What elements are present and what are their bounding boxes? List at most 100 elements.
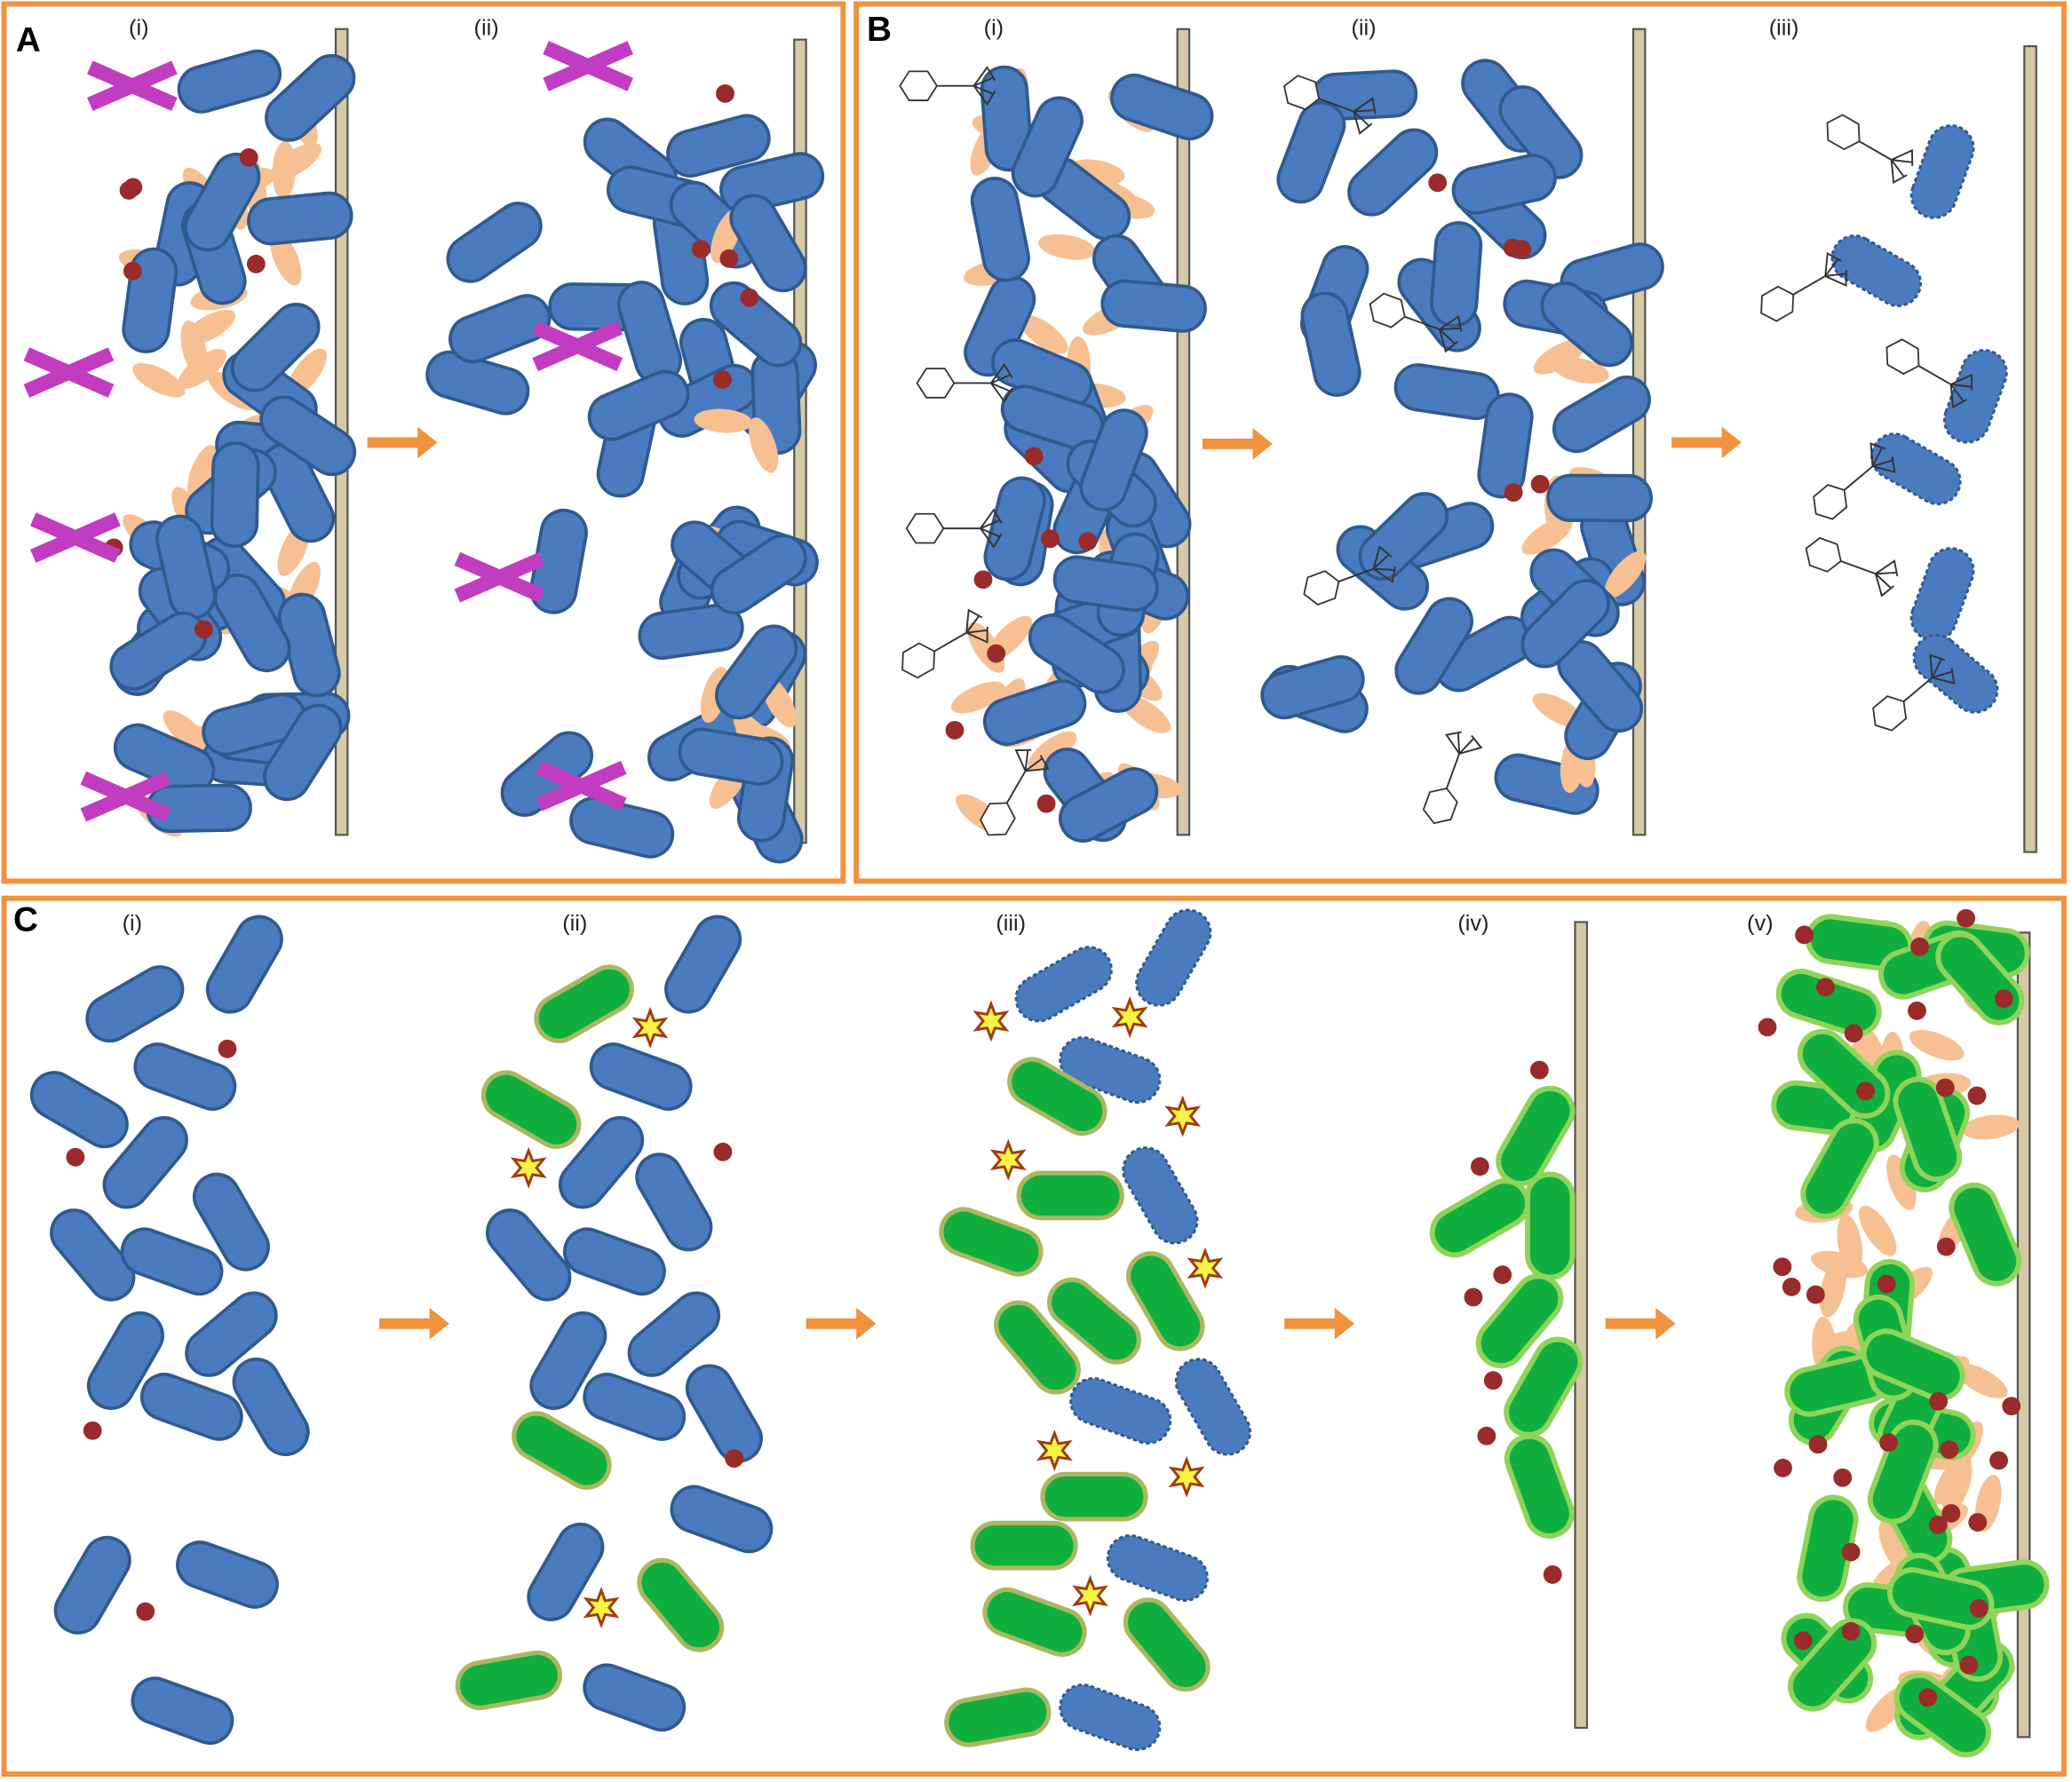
metabolite <box>1877 1274 1896 1294</box>
bacterium <box>446 202 543 283</box>
metabolite <box>1024 447 1044 466</box>
bacterium <box>1909 124 1975 219</box>
bacterium <box>480 1070 582 1149</box>
bacterium <box>1028 614 1125 694</box>
bacterium <box>635 1152 713 1252</box>
matrix <box>187 445 218 501</box>
arrow <box>1202 428 1273 460</box>
phage <box>1369 292 1463 353</box>
metabolite <box>1929 1391 1949 1411</box>
metabolite <box>1959 1655 1979 1675</box>
bacterium <box>1276 100 1346 204</box>
metabolite <box>1969 1599 1989 1618</box>
metabolite <box>1795 925 1814 945</box>
bacterium <box>1949 1182 2022 1287</box>
bacterium <box>260 442 336 543</box>
phage-tail <box>943 508 1003 549</box>
metabolite <box>1504 483 1523 503</box>
bacterium <box>982 1587 1087 1658</box>
bacterium <box>1040 1471 1148 1522</box>
metabolite <box>239 147 258 167</box>
matrix <box>749 417 779 473</box>
phage-head <box>905 512 945 544</box>
matrix <box>1037 234 1096 260</box>
matrix <box>1955 1363 2008 1398</box>
phage <box>1805 536 1899 598</box>
bacterium <box>558 1116 645 1209</box>
panel-label: B <box>867 11 892 49</box>
phage <box>1303 545 1396 606</box>
phage-tail <box>1859 140 1914 185</box>
bacterium <box>247 191 353 246</box>
phage-tail <box>936 66 996 107</box>
metabolite <box>987 644 1006 663</box>
antibody <box>30 512 121 563</box>
metabolite <box>740 288 759 307</box>
bacterium <box>1110 73 1214 141</box>
metabolite <box>1493 1265 1512 1285</box>
metabolite <box>1968 1513 1988 1532</box>
phage-tail <box>1843 442 1896 491</box>
bacterium <box>664 915 742 1014</box>
phage <box>905 508 1003 549</box>
bacterium <box>627 1291 721 1377</box>
phage <box>979 748 1050 836</box>
drawing <box>23 28 2050 1758</box>
phage-head <box>1885 338 1920 376</box>
bacterium <box>512 1411 612 1490</box>
matrix <box>270 142 322 180</box>
phage <box>1872 653 1956 732</box>
phage-tail <box>1404 314 1463 353</box>
bacterium <box>1775 969 1882 1037</box>
metabolite <box>66 1147 85 1167</box>
phage-tail <box>1005 748 1050 804</box>
signal <box>1164 1095 1202 1137</box>
metabolite <box>1773 1257 1792 1277</box>
phage <box>1282 75 1377 135</box>
bacterium <box>1540 281 1634 368</box>
metabolite <box>1908 1001 1926 1020</box>
bacterium <box>1893 1076 1963 1183</box>
bacterium <box>205 915 283 1014</box>
bacterium <box>637 1557 725 1652</box>
bacterium <box>139 1373 243 1441</box>
bacterium <box>120 1227 224 1296</box>
bacterium <box>1430 221 1483 328</box>
metabolite <box>1036 794 1056 813</box>
step-label: (ii) <box>562 911 587 936</box>
metabolite <box>1477 1426 1496 1445</box>
bacterium <box>964 275 1036 377</box>
bacterium <box>1498 85 1584 179</box>
matrix <box>1819 1260 1846 1318</box>
matrix <box>1961 1114 2020 1140</box>
bacterium <box>455 1650 563 1711</box>
metabolite <box>713 1142 733 1161</box>
bacterium <box>29 1071 129 1149</box>
phage <box>899 66 996 107</box>
bacterium <box>562 1227 666 1296</box>
step-label: (ii) <box>474 15 499 40</box>
phage-head <box>1303 570 1340 606</box>
signal <box>1036 1430 1073 1472</box>
matrix <box>1533 339 1586 375</box>
metabolite <box>1910 937 1930 956</box>
metabolite <box>1935 1078 1955 1097</box>
metabolite <box>1941 1503 1961 1523</box>
bacterium <box>587 369 690 441</box>
signal <box>1072 1574 1108 1617</box>
matrix <box>178 348 227 389</box>
bacterium <box>982 679 1087 747</box>
metabolite <box>194 620 213 639</box>
metabolite <box>1774 1458 1792 1477</box>
antibody <box>532 321 623 372</box>
panel-label: A <box>16 21 41 59</box>
matrix <box>1552 357 1609 384</box>
antibody <box>454 551 545 603</box>
bacterium <box>994 1300 1081 1395</box>
phage <box>916 362 1013 404</box>
bacterium <box>1830 234 1922 307</box>
phage <box>1760 251 1847 322</box>
surface <box>1574 921 1589 1730</box>
bacterium <box>1106 1534 1209 1602</box>
